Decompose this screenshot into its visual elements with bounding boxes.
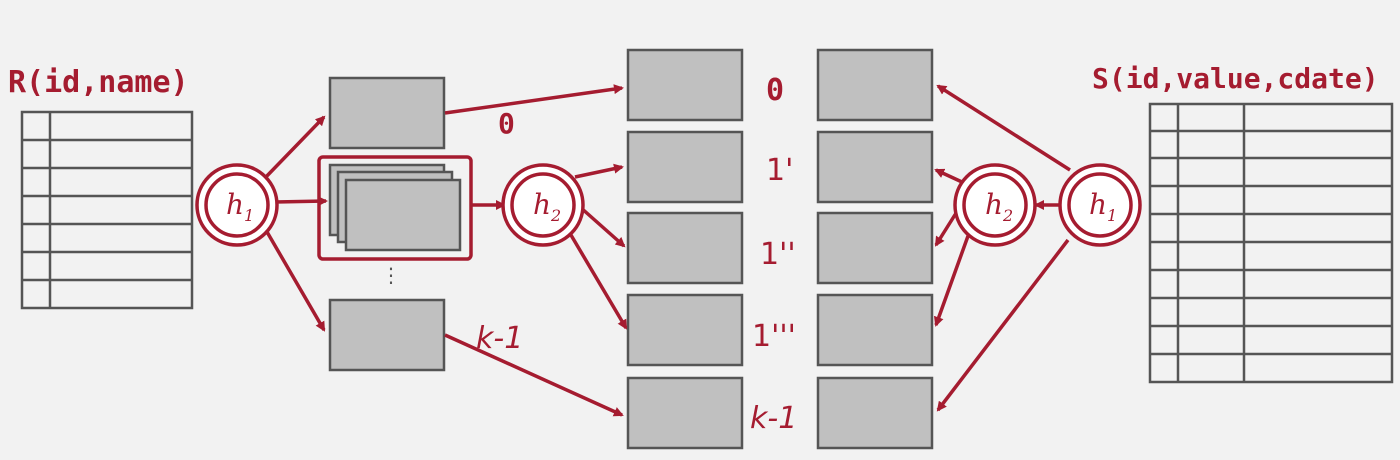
partition-box-k-1	[328, 298, 446, 372]
relation-s-title: S(id,value,cdate)	[1092, 62, 1379, 95]
bucket-s-k-1	[816, 376, 934, 450]
hash-h2-left-label: h2	[533, 188, 561, 225]
bucket-s-1ppp	[816, 293, 934, 367]
bucket-r-1ppp	[626, 293, 744, 367]
ellipsis: ⋮	[381, 263, 401, 287]
bucket-column-left	[626, 48, 744, 450]
relation-r-title: R(id,name)	[8, 65, 189, 100]
bucket-label-0: 0	[766, 73, 784, 108]
bucket-r-k-1	[626, 376, 744, 450]
bucket-label-1pp: 1''	[760, 237, 796, 272]
bucket-s-0	[816, 48, 934, 122]
bucket-label-1p: 1'	[766, 153, 793, 188]
bucket-label-k-1: k-1	[750, 401, 797, 436]
hash-h2-right-label: h2	[985, 188, 1013, 225]
partition-label-k-1: k-1	[476, 321, 523, 356]
relation-r-table	[20, 110, 194, 310]
hash-h1-left-label: h1	[226, 188, 254, 225]
bucket-label-1ppp: 1'''	[752, 319, 796, 354]
hash-node-h2-right: h2	[953, 163, 1037, 247]
hash-h1-right-label: h1	[1089, 188, 1117, 225]
arrows-left	[261, 84, 628, 417]
bucket-s-1p	[816, 130, 934, 204]
relation-s-table	[1148, 102, 1394, 384]
bucket-s-1pp	[816, 211, 934, 285]
bucket-r-1pp	[626, 211, 744, 285]
hash-node-h2-left: h2	[501, 163, 585, 247]
bucket-r-1p	[626, 130, 744, 204]
hash-node-h1-left: h1	[195, 163, 279, 247]
bucket-column-right	[816, 48, 934, 450]
hash-node-h1-right: h1	[1058, 163, 1142, 247]
partition-box-0	[328, 76, 446, 150]
partition-label-0: 0	[498, 107, 515, 140]
partition-box-stack	[317, 155, 473, 261]
bucket-r-0	[626, 48, 744, 122]
arrows-right	[934, 84, 1071, 412]
